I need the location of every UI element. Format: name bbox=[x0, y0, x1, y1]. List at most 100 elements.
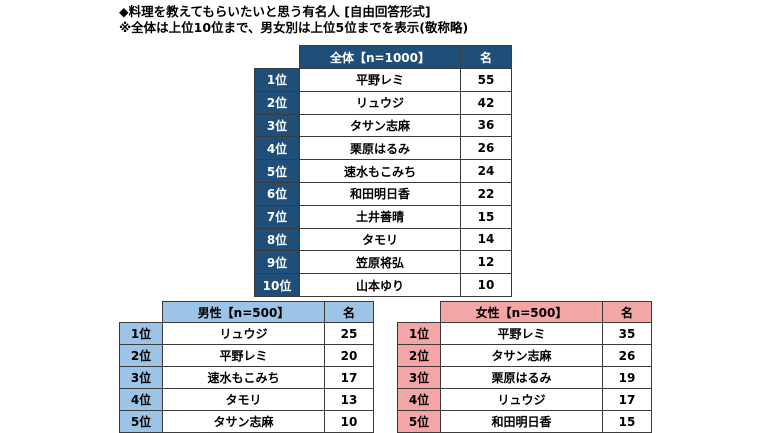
female-ranking-table: 女性【n=500】 名 1位 平野レミ 35 2位 タサン志麻 26 3位 栗原はるみ 19 4位… bbox=[397, 301, 652, 433]
table-row: 3位 タサン志麻 36 bbox=[254, 113, 512, 138]
table-row: 5位 速水もこみち 24 bbox=[254, 159, 512, 183]
rank-cell: 2位 bbox=[119, 344, 163, 367]
rank-cell: 1位 bbox=[119, 322, 163, 345]
count-cell: 19 bbox=[602, 366, 652, 389]
name-cell: 栗原はるみ bbox=[299, 136, 461, 161]
table-row: 9位 笠原将弘 12 bbox=[254, 250, 512, 275]
count-cell: 24 bbox=[460, 159, 512, 183]
name-cell: 山本ゆり bbox=[299, 273, 461, 297]
table-header-row: 男性【n=500】 名 bbox=[119, 301, 374, 323]
count-cell: 17 bbox=[324, 366, 374, 389]
count-cell: 15 bbox=[460, 204, 512, 229]
name-cell: 平野レミ bbox=[299, 68, 461, 92]
female-table-body: 1位 平野レミ 35 2位 タサン志麻 26 3位 栗原はるみ 19 4位 リュウジ 17 5位 和田明日… bbox=[397, 322, 652, 433]
heading: ◆料理を教えてもらいたいと思う有名人 [自由回答形式] ※全体は上位10位まで、… bbox=[119, 4, 468, 36]
name-cell: 平野レミ bbox=[440, 322, 603, 345]
name-cell: 土井善晴 bbox=[299, 204, 461, 229]
table-row: 5位 タサン志麻 10 bbox=[119, 410, 374, 433]
name-cell: リュウジ bbox=[299, 90, 461, 115]
rank-cell: 4位 bbox=[119, 388, 163, 411]
name-cell: 笠原将弘 bbox=[299, 250, 461, 275]
table-row: 10位 山本ゆり 10 bbox=[254, 273, 512, 297]
table-row: 4位 栗原はるみ 26 bbox=[254, 136, 512, 161]
count-cell: 20 bbox=[324, 344, 374, 367]
rank-cell: 10位 bbox=[254, 273, 300, 297]
overall-ranking-table: 全体【n=1000】 名 1位 平野レミ 55 2位 リュウジ 42 3位 タサン志麻 36 4位… bbox=[254, 45, 512, 297]
name-cell: タモリ bbox=[162, 388, 325, 411]
table-row: 2位 平野レミ 20 bbox=[119, 344, 374, 367]
count-cell: 35 bbox=[602, 322, 652, 345]
table-row: 3位 栗原はるみ 19 bbox=[397, 366, 652, 389]
rank-cell: 9位 bbox=[254, 250, 300, 275]
table-row: 2位 タサン志麻 26 bbox=[397, 344, 652, 367]
name-cell: 速水もこみち bbox=[162, 366, 325, 389]
name-cell: 平野レミ bbox=[162, 344, 325, 367]
rank-cell: 2位 bbox=[397, 344, 441, 367]
rank-cell: 4位 bbox=[397, 388, 441, 411]
rank-cell: 5位 bbox=[119, 410, 163, 433]
count-cell: 26 bbox=[460, 136, 512, 161]
name-cell: タサン志麻 bbox=[162, 410, 325, 433]
table-row: 4位 タモリ 13 bbox=[119, 388, 374, 411]
table-row: 4位 リュウジ 17 bbox=[397, 388, 652, 411]
table-row: 1位 平野レミ 55 bbox=[254, 68, 512, 92]
table-row: 7位 土井善晴 15 bbox=[254, 204, 512, 229]
name-cell: タサン志麻 bbox=[440, 344, 603, 367]
count-cell: 55 bbox=[460, 68, 512, 92]
count-cell: 42 bbox=[460, 90, 512, 115]
name-cell: タサン志麻 bbox=[299, 113, 461, 138]
header-count-cell: 名 bbox=[460, 45, 512, 69]
rank-cell: 2位 bbox=[254, 90, 300, 115]
count-cell: 14 bbox=[460, 227, 512, 252]
header-blank-cell bbox=[397, 301, 441, 323]
header-name-cell: 女性【n=500】 bbox=[440, 301, 603, 323]
header-blank-cell bbox=[119, 301, 163, 323]
overall-table-body: 1位 平野レミ 55 2位 リュウジ 42 3位 タサン志麻 36 4位 栗原はるみ 26 5位 速水もこ… bbox=[254, 68, 512, 297]
header-count-cell: 名 bbox=[602, 301, 652, 323]
table-row: 5位 和田明日香 15 bbox=[397, 410, 652, 433]
rank-cell: 8位 bbox=[254, 227, 300, 252]
table-row: 1位 リュウジ 25 bbox=[119, 322, 374, 345]
header-name-cell: 男性【n=500】 bbox=[162, 301, 325, 323]
count-cell: 22 bbox=[460, 181, 512, 206]
name-cell: 和田明日香 bbox=[299, 181, 461, 206]
rank-cell: 1位 bbox=[254, 68, 300, 92]
rank-cell: 7位 bbox=[254, 204, 300, 229]
name-cell: タモリ bbox=[299, 227, 461, 252]
header-count-cell: 名 bbox=[324, 301, 374, 323]
count-cell: 15 bbox=[602, 410, 652, 433]
rank-cell: 1位 bbox=[397, 322, 441, 345]
rank-cell: 5位 bbox=[254, 159, 300, 183]
rank-cell: 4位 bbox=[254, 136, 300, 161]
rank-cell: 3位 bbox=[397, 366, 441, 389]
table-header-row: 全体【n=1000】 名 bbox=[254, 45, 512, 69]
table-row: 1位 平野レミ 35 bbox=[397, 322, 652, 345]
name-cell: リュウジ bbox=[440, 388, 603, 411]
table-header-row: 女性【n=500】 名 bbox=[397, 301, 652, 323]
count-cell: 36 bbox=[460, 113, 512, 138]
heading-note: ※全体は上位10位まで、男女別は上位5位までを表示(敬称略) bbox=[119, 20, 469, 35]
table-row: 6位 和田明日香 22 bbox=[254, 181, 512, 206]
count-cell: 25 bbox=[324, 322, 374, 345]
rank-cell: 3位 bbox=[119, 366, 163, 389]
count-cell: 10 bbox=[324, 410, 374, 433]
count-cell: 13 bbox=[324, 388, 374, 411]
count-cell: 12 bbox=[460, 250, 512, 275]
name-cell: 和田明日香 bbox=[440, 410, 603, 433]
name-cell: 速水もこみち bbox=[299, 159, 461, 183]
heading-title: ◆料理を教えてもらいたいと思う有名人 [自由回答形式] bbox=[119, 4, 431, 19]
rank-cell: 5位 bbox=[397, 410, 441, 433]
header-name-cell: 全体【n=1000】 bbox=[299, 45, 461, 69]
name-cell: リュウジ bbox=[162, 322, 325, 345]
table-row: 3位 速水もこみち 17 bbox=[119, 366, 374, 389]
rank-cell: 6位 bbox=[254, 181, 300, 206]
rank-cell: 3位 bbox=[254, 113, 300, 138]
male-ranking-table: 男性【n=500】 名 1位 リュウジ 25 2位 平野レミ 20 3位 速水もこみち 17 4位… bbox=[119, 301, 374, 433]
count-cell: 10 bbox=[460, 273, 512, 297]
header-blank-cell bbox=[254, 45, 300, 69]
table-row: 2位 リュウジ 42 bbox=[254, 90, 512, 115]
table-row: 8位 タモリ 14 bbox=[254, 227, 512, 252]
male-table-body: 1位 リュウジ 25 2位 平野レミ 20 3位 速水もこみち 17 4位 タモリ 13 5位 タサン志麻… bbox=[119, 322, 374, 433]
name-cell: 栗原はるみ bbox=[440, 366, 603, 389]
count-cell: 17 bbox=[602, 388, 652, 411]
